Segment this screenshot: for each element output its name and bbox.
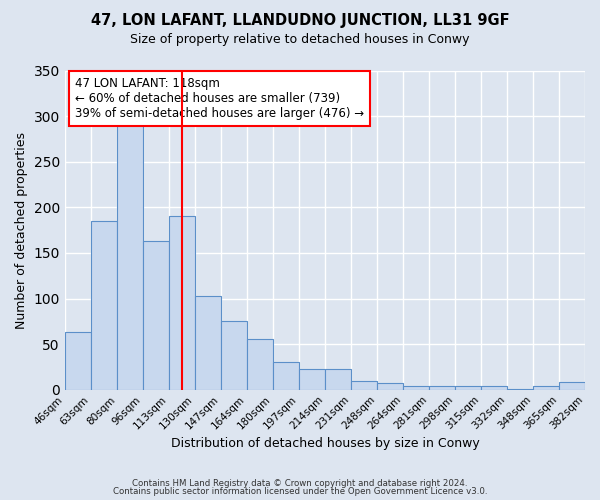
Bar [429, 386, 455, 390]
Bar [65, 332, 91, 390]
Bar [325, 368, 351, 390]
Text: 47, LON LAFANT, LLANDUDNO JUNCTION, LL31 9GF: 47, LON LAFANT, LLANDUDNO JUNCTION, LL31… [91, 12, 509, 28]
Bar [117, 122, 143, 390]
Bar [169, 216, 195, 390]
Y-axis label: Number of detached properties: Number of detached properties [15, 132, 28, 328]
Bar [481, 386, 507, 390]
Bar [377, 384, 403, 390]
Bar [559, 382, 585, 390]
Bar [143, 241, 169, 390]
Bar [351, 380, 377, 390]
Bar [273, 362, 299, 390]
Text: 47 LON LAFANT: 118sqm
← 60% of detached houses are smaller (739)
39% of semi-det: 47 LON LAFANT: 118sqm ← 60% of detached … [75, 77, 364, 120]
X-axis label: Distribution of detached houses by size in Conwy: Distribution of detached houses by size … [170, 437, 479, 450]
Bar [299, 368, 325, 390]
Bar [507, 389, 533, 390]
Text: Contains public sector information licensed under the Open Government Licence v3: Contains public sector information licen… [113, 487, 487, 496]
Bar [533, 386, 559, 390]
Bar [221, 322, 247, 390]
Bar [247, 338, 273, 390]
Bar [195, 296, 221, 390]
Text: Contains HM Land Registry data © Crown copyright and database right 2024.: Contains HM Land Registry data © Crown c… [132, 478, 468, 488]
Bar [455, 386, 481, 390]
Text: Size of property relative to detached houses in Conwy: Size of property relative to detached ho… [130, 32, 470, 46]
Bar [91, 221, 117, 390]
Bar [403, 386, 429, 390]
